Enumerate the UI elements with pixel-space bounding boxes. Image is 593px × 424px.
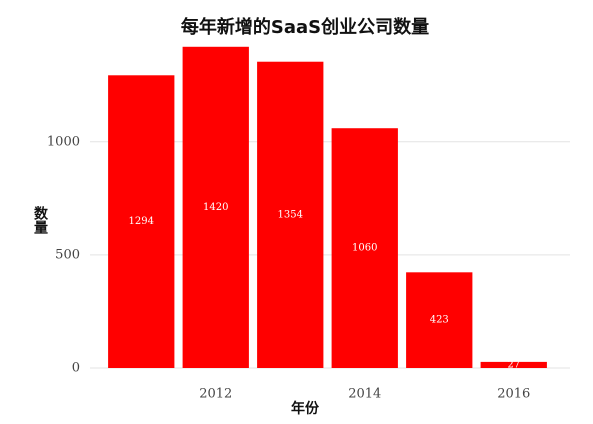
bar — [331, 128, 398, 368]
bar — [406, 272, 473, 368]
value-label: 1294 — [129, 216, 154, 227]
y-tick-label: 0 — [72, 361, 80, 376]
bar — [108, 75, 175, 369]
bar — [257, 61, 324, 369]
x-tick-label: 2014 — [348, 387, 381, 402]
y-tick-label: 1000 — [47, 134, 80, 149]
value-label: 1420 — [203, 202, 228, 213]
y-tick-label: 500 — [55, 247, 80, 262]
bar — [480, 361, 547, 368]
value-label: 27 — [507, 359, 520, 370]
value-label: 1354 — [278, 209, 303, 220]
value-label: 423 — [430, 315, 449, 326]
x-tick-label: 2012 — [199, 387, 232, 402]
chart-title: 每年新增的SaaS创业公司数量 — [181, 16, 429, 38]
y-axis-label: 数量 — [32, 205, 48, 235]
value-label: 1060 — [352, 243, 377, 254]
x-axis-label: 年份 — [291, 400, 320, 417]
bar — [182, 46, 249, 369]
x-tick-label: 2016 — [497, 387, 530, 402]
